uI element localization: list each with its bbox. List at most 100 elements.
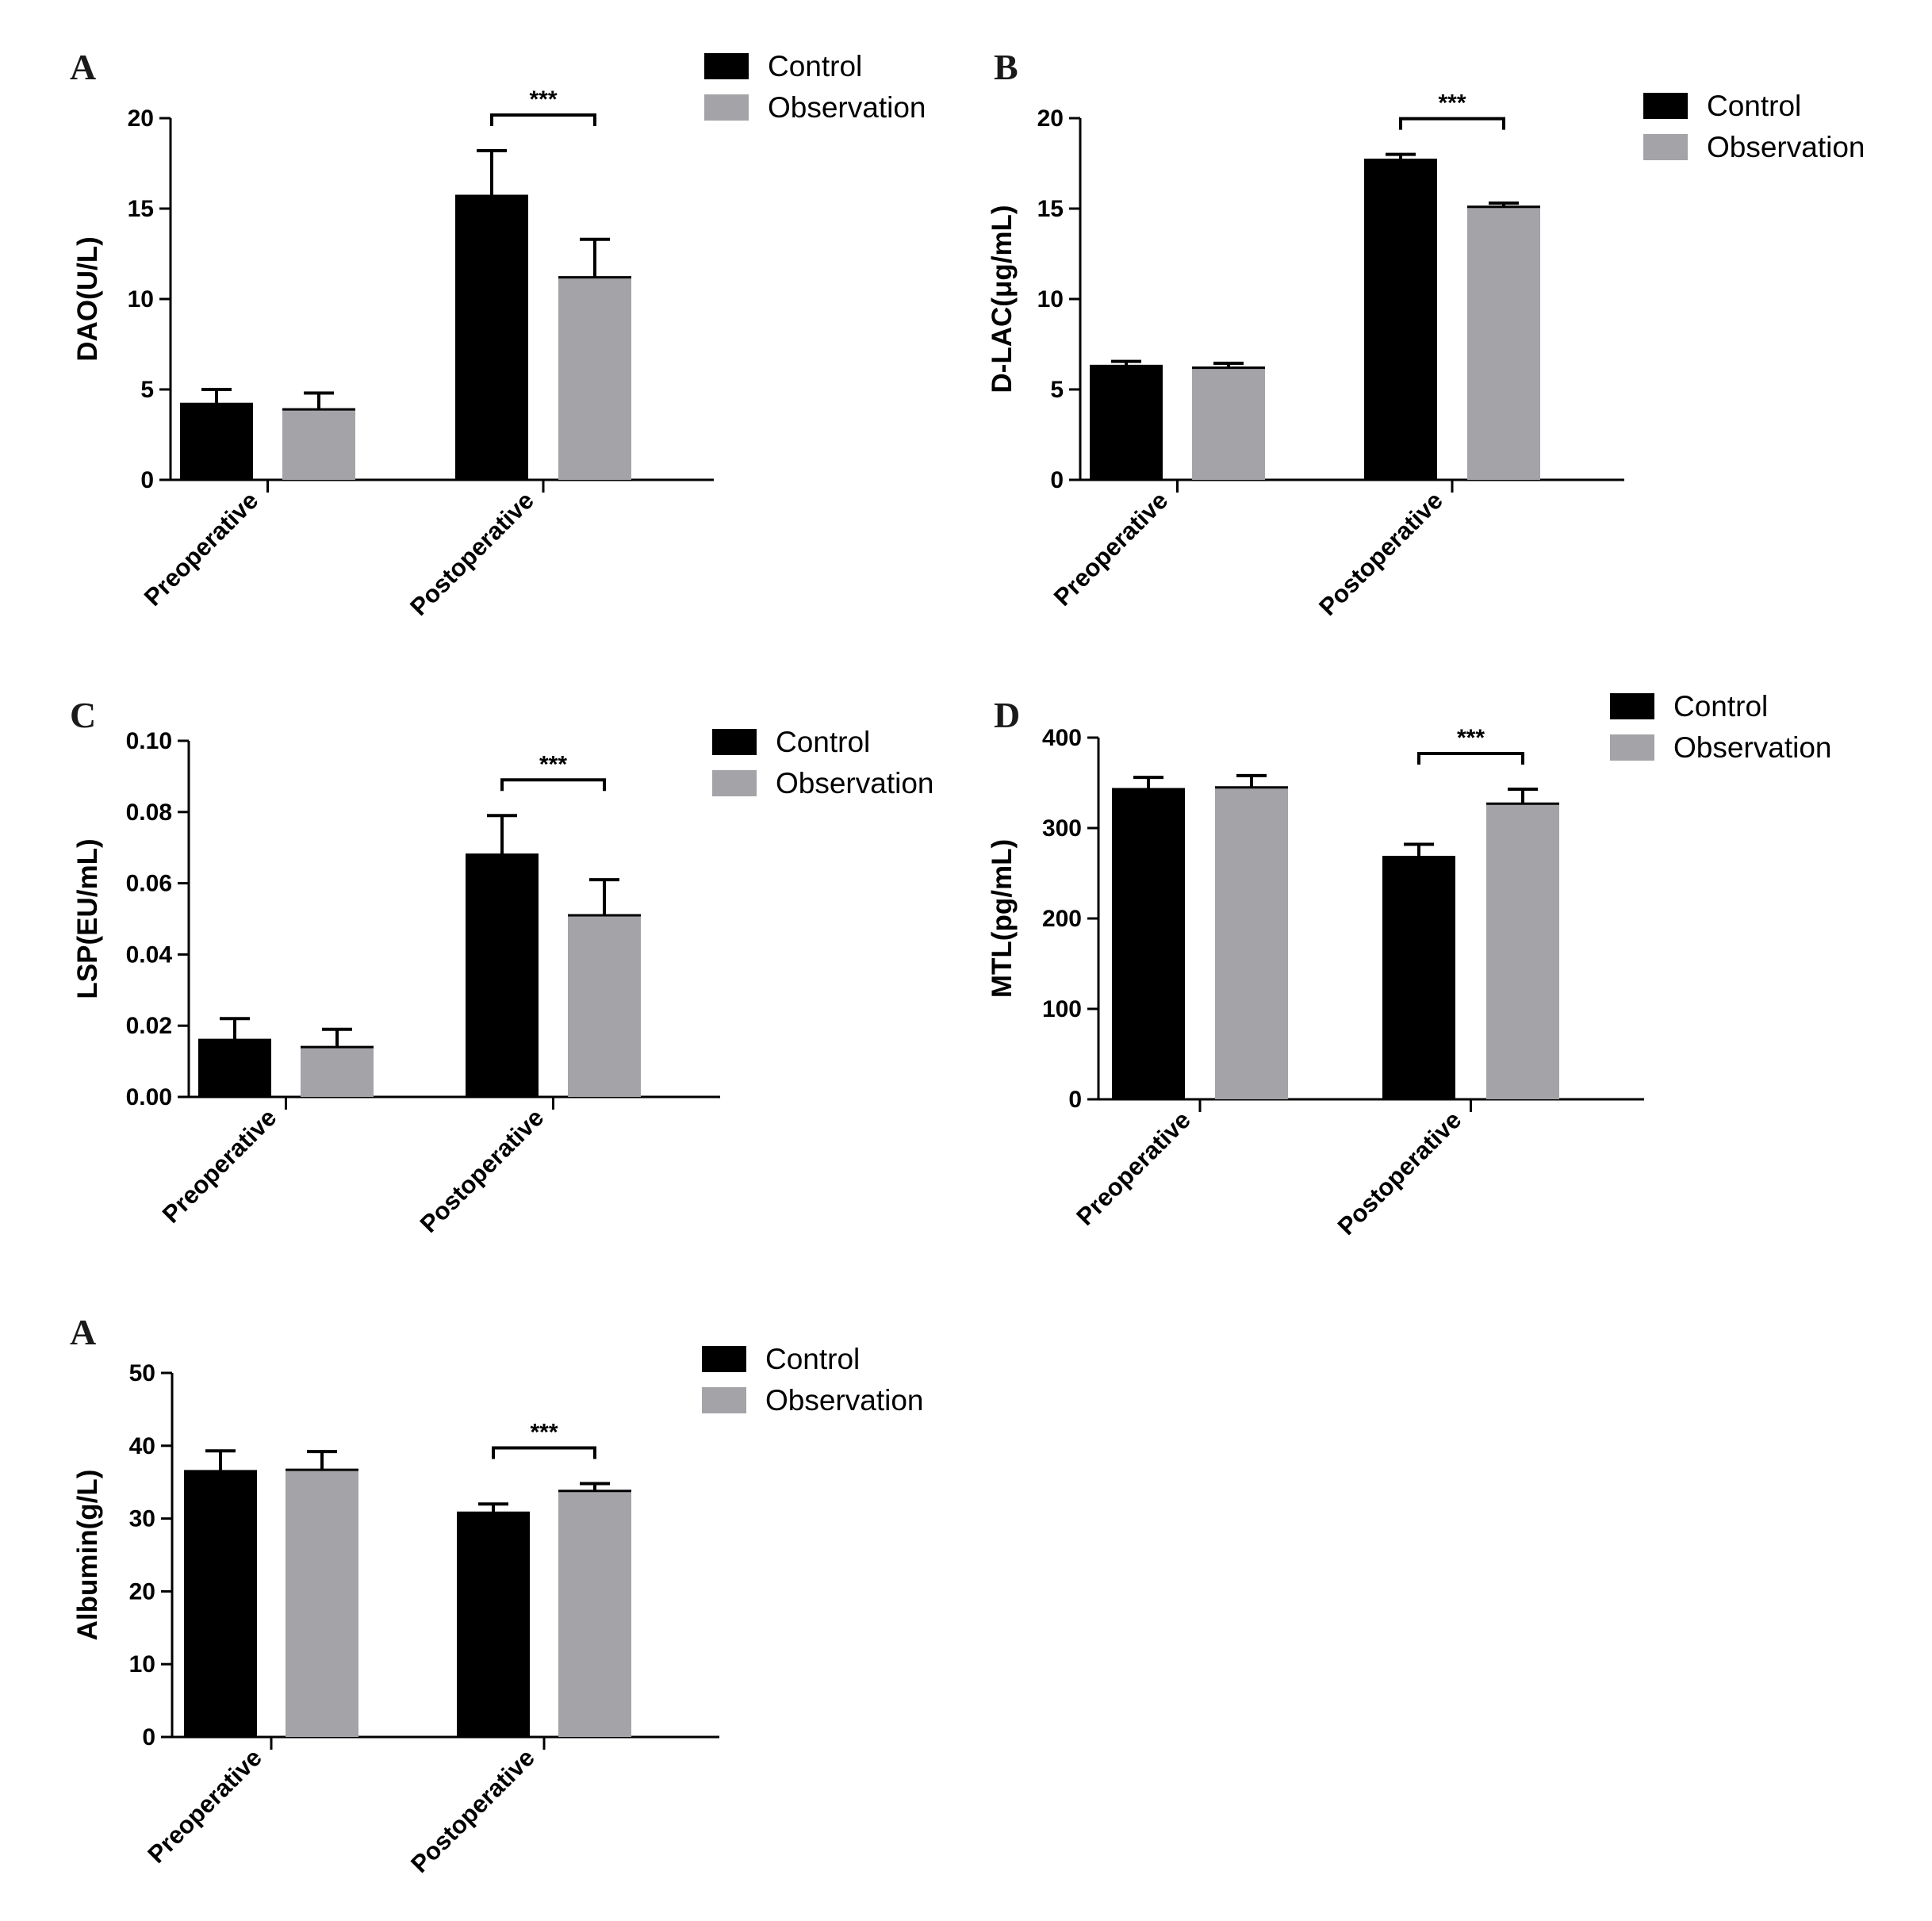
bar-control-postoperative	[466, 854, 539, 1097]
y-axis-title: DAO(U/L)	[72, 236, 103, 361]
x-tick-label: Preoperative	[1048, 486, 1174, 612]
bar-control-preoperative	[180, 404, 253, 480]
bar-control-preoperative	[184, 1470, 257, 1737]
y-axis-title: MTL(pg/mL)	[987, 839, 1018, 998]
x-tick-label: Postoperative	[415, 1103, 550, 1238]
legend-swatch-control	[702, 1346, 746, 1372]
x-tick-label: Postoperative	[1332, 1106, 1467, 1240]
y-tick-label: 300	[1042, 815, 1082, 842]
chart-panel-1: A 0 5 10 15 20 DAO(U/L) Preoperative Postoperati…	[70, 47, 926, 621]
legend-swatch-control	[712, 729, 757, 755]
legend-label-control: Control	[1707, 90, 1801, 122]
y-tick-label: 0.00	[126, 1084, 172, 1110]
legend-label-control: Control	[776, 726, 870, 758]
bar-control-postoperative	[1382, 857, 1455, 1099]
y-tick-label: 5	[1050, 377, 1064, 403]
legend-label-control: Control	[1673, 690, 1768, 723]
chart-panel-2: B 0 5 10 15 20 D-LAC(μg/mL) Preoperative Postope…	[987, 47, 1865, 621]
y-tick-label: 10	[1037, 286, 1064, 312]
chart-panel-3: C 0.00 0.02 0.04 0.06 0.08 0.10 LSP(EU/mL) Preop…	[70, 695, 934, 1238]
y-axis-title: LSP(EU/mL)	[72, 838, 103, 999]
bar-observation-preoperative	[286, 1470, 358, 1737]
legend-label-observation: Observation	[1673, 731, 1832, 764]
bar-control-preoperative	[1090, 366, 1163, 480]
y-tick-label: 15	[1037, 196, 1064, 222]
y-tick-label: 0.02	[126, 1013, 172, 1039]
legend-swatch-observation	[1643, 134, 1688, 160]
y-tick-label: 0	[1050, 467, 1064, 493]
legend-swatch-control	[1643, 93, 1688, 119]
y-tick-label: 200	[1042, 906, 1082, 932]
bar-control-postoperative	[457, 1513, 530, 1737]
y-tick-label: 5	[140, 377, 154, 403]
legend-swatch-observation	[702, 1387, 746, 1413]
y-tick-label: 30	[129, 1506, 155, 1532]
y-tick-label: 50	[129, 1360, 155, 1386]
chart-panel-4: D 0 100 200 300 400 MTL(pg/mL) Preoperative Post…	[987, 690, 1832, 1240]
x-tick-label: Preoperative	[139, 486, 264, 612]
y-tick-label: 10	[128, 286, 154, 312]
panel-letter: D	[994, 695, 1020, 735]
y-tick-label: 40	[129, 1433, 155, 1459]
legend-swatch-observation	[712, 770, 757, 796]
y-tick-label: 20	[1037, 105, 1064, 132]
y-tick-label: 0	[142, 1724, 155, 1750]
y-tick-label: 0	[140, 467, 154, 493]
bar-observation-postoperative	[568, 915, 641, 1097]
bar-control-preoperative	[198, 1040, 271, 1097]
panel-letter: A	[70, 1312, 96, 1352]
bar-observation-preoperative	[1215, 787, 1288, 1099]
legend-label-observation: Observation	[768, 91, 926, 124]
y-tick-label: 400	[1042, 725, 1082, 751]
y-tick-label: 20	[129, 1578, 155, 1605]
legend-swatch-observation	[1610, 734, 1654, 761]
legend-swatch-control	[1610, 693, 1654, 719]
significance-bracket	[1417, 751, 1524, 765]
x-tick-label: Postoperative	[405, 1743, 540, 1878]
bar-control-postoperative	[455, 196, 528, 481]
y-tick-label: 100	[1042, 996, 1082, 1022]
bar-observation-preoperative	[282, 409, 355, 480]
significance-label: ***	[1438, 90, 1466, 117]
y-tick-label: 0.08	[126, 799, 172, 826]
y-axis-title: D-LAC(μg/mL)	[987, 205, 1018, 393]
significance-label: ***	[529, 86, 557, 113]
significance-label: ***	[1457, 725, 1485, 751]
legend-label-control: Control	[765, 1343, 860, 1375]
bar-observation-postoperative	[1486, 803, 1559, 1099]
legend-swatch-observation	[704, 94, 749, 121]
chart-panel-5: A 0 10 20 30 40 50 Albumin(g/L) Preoperative Post…	[70, 1312, 924, 1878]
y-tick-label: 20	[128, 105, 154, 132]
x-tick-label: Postoperative	[404, 486, 539, 621]
legend-label-observation: Observation	[1707, 131, 1865, 163]
legend-label-control: Control	[768, 50, 862, 82]
significance-bracket	[492, 1446, 596, 1459]
bar-observation-postoperative	[558, 1490, 631, 1737]
significance-bracket	[490, 113, 596, 127]
significance-label: ***	[530, 1420, 558, 1446]
y-axis-title: Albumin(g/L)	[72, 1470, 103, 1641]
y-tick-label: 0	[1068, 1087, 1082, 1113]
panel-letter: A	[70, 47, 96, 87]
x-tick-label: Preoperative	[1071, 1106, 1196, 1231]
significance-bracket	[1399, 117, 1505, 130]
x-tick-label: Preoperative	[142, 1743, 267, 1869]
bar-observation-preoperative	[301, 1047, 374, 1097]
y-tick-label: 0.10	[126, 728, 172, 754]
y-tick-label: 0.04	[126, 941, 173, 968]
x-tick-label: Preoperative	[157, 1103, 282, 1229]
legend-swatch-control	[704, 53, 749, 79]
x-tick-label: Postoperative	[1313, 486, 1448, 621]
panel-letter: B	[994, 47, 1018, 87]
bar-observation-preoperative	[1192, 367, 1265, 480]
legend-label-observation: Observation	[776, 767, 934, 799]
legend-label-observation: Observation	[765, 1384, 924, 1417]
y-tick-label: 15	[128, 196, 154, 222]
bar-observation-postoperative	[1467, 206, 1540, 480]
bar-control-postoperative	[1364, 159, 1437, 480]
panel-letter: C	[70, 695, 96, 735]
y-tick-label: 0.06	[126, 871, 172, 897]
significance-bracket	[500, 778, 606, 792]
y-tick-label: 10	[129, 1651, 155, 1678]
